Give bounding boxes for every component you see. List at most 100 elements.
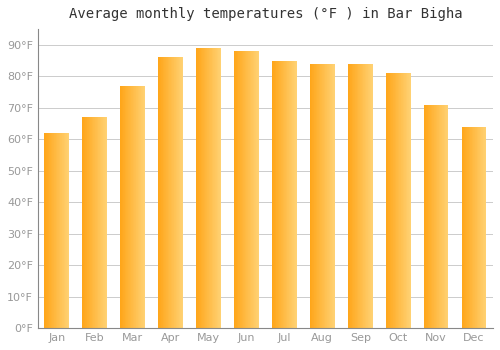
Bar [464,127,465,328]
Bar [158,57,159,328]
Bar [96,117,97,328]
Bar [278,61,279,328]
Bar [440,105,441,328]
Bar [364,64,365,328]
Bar [288,61,290,328]
Bar [396,73,397,328]
Bar [64,133,65,328]
Bar [386,73,387,328]
Bar [208,48,209,328]
Bar [430,105,431,328]
Bar [202,48,203,328]
Bar [159,57,160,328]
Bar [172,57,173,328]
Bar [391,73,392,328]
Bar [447,105,448,328]
Bar [220,48,221,328]
Bar [200,48,201,328]
Bar [54,133,55,328]
Bar [139,86,140,328]
Bar [129,86,130,328]
Bar [49,133,50,328]
Bar [293,61,294,328]
Bar [324,64,325,328]
Bar [128,86,129,328]
Bar [48,133,49,328]
Bar [314,64,315,328]
Bar [123,86,124,328]
Bar [177,57,178,328]
Bar [60,133,61,328]
Bar [362,64,364,328]
Bar [93,117,94,328]
Bar [404,73,405,328]
Bar [104,117,105,328]
Bar [276,61,277,328]
Bar [167,57,168,328]
Bar [249,51,250,328]
Bar [237,51,238,328]
Bar [437,105,438,328]
Bar [282,61,283,328]
Bar [182,57,183,328]
Bar [127,86,128,328]
Bar [248,51,249,328]
Bar [462,127,463,328]
Bar [316,64,317,328]
Bar [52,133,53,328]
Bar [178,57,179,328]
Bar [348,64,349,328]
Bar [55,133,56,328]
Bar [284,61,285,328]
Bar [408,73,410,328]
Bar [444,105,445,328]
Bar [406,73,407,328]
Bar [331,64,332,328]
Bar [312,64,313,328]
Bar [243,51,244,328]
Bar [97,117,98,328]
Bar [83,117,84,328]
Bar [168,57,170,328]
Bar [471,127,472,328]
Bar [140,86,141,328]
Bar [100,117,101,328]
Bar [204,48,205,328]
Bar [403,73,404,328]
Bar [218,48,219,328]
Bar [330,64,331,328]
Bar [254,51,255,328]
Bar [89,117,90,328]
Bar [398,73,399,328]
Bar [142,86,143,328]
Bar [82,117,83,328]
Bar [241,51,242,328]
Bar [211,48,212,328]
Bar [326,64,328,328]
Bar [350,64,351,328]
Bar [196,48,197,328]
Bar [179,57,180,328]
Bar [424,105,425,328]
Bar [481,127,482,328]
Bar [325,64,326,328]
Bar [399,73,400,328]
Bar [105,117,106,328]
Bar [389,73,390,328]
Bar [213,48,214,328]
Bar [164,57,165,328]
Bar [442,105,443,328]
Bar [53,133,54,328]
Bar [438,105,439,328]
Bar [441,105,442,328]
Bar [485,127,486,328]
Bar [478,127,479,328]
Bar [143,86,144,328]
Bar [162,57,163,328]
Bar [163,57,164,328]
Bar [252,51,253,328]
Bar [256,51,257,328]
Bar [99,117,100,328]
Bar [294,61,295,328]
Bar [65,133,66,328]
